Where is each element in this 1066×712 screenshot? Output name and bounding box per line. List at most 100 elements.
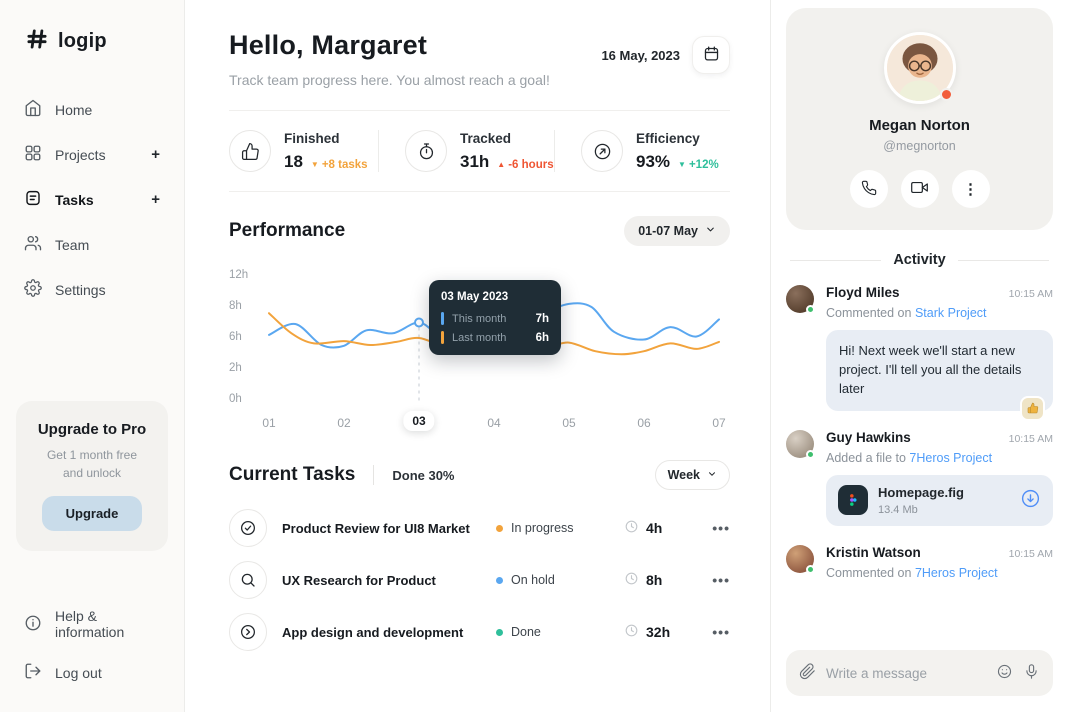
microphone-button[interactable] — [1023, 663, 1040, 683]
upgrade-title: Upgrade to Pro — [37, 421, 147, 439]
check-circle-icon — [229, 509, 267, 547]
logo-text: logip — [58, 30, 107, 52]
activity-feed: Floyd Miles 10:15 AM Commented on Stark … — [786, 285, 1053, 650]
y-axis: 12h 8h 6h 2h 0h — [229, 268, 259, 408]
avatar — [786, 429, 815, 459]
thumbs-up-reaction[interactable] — [1020, 395, 1045, 421]
task-row[interactable]: Product Review for UI8 Market In progres… — [229, 502, 730, 554]
stat-label: Tracked — [460, 130, 512, 146]
task-name: App design and development — [282, 624, 464, 640]
period-select[interactable]: Week — [654, 460, 730, 490]
task-name: Product Review for UI8 Market — [282, 520, 470, 536]
stat-delta: +8 tasks — [311, 159, 368, 171]
tasks-header: Current Tasks Done 30% Week — [229, 460, 730, 490]
project-link[interactable]: 7Heros Project — [909, 450, 993, 465]
tasks-icon — [24, 189, 42, 210]
avatar — [786, 544, 815, 574]
chevron-circle-icon — [229, 613, 267, 651]
video-call-button[interactable] — [900, 170, 939, 208]
video-icon — [911, 179, 928, 199]
sidebar-item-logout[interactable]: Log out — [0, 651, 184, 694]
project-link[interactable]: Stark Project — [914, 306, 987, 320]
stat-efficiency: Efficiency 93% +12% — [554, 130, 730, 172]
date-range-select[interactable]: 01-07 May — [624, 216, 730, 246]
activity-item: Floyd Miles 10:15 AM Commented on Stark … — [786, 285, 1053, 421]
avatar — [883, 32, 956, 104]
sidebar: logip Home Projects + Tasks + Team — [0, 0, 185, 712]
attach-button[interactable] — [799, 663, 816, 683]
emoji-button[interactable] — [996, 663, 1013, 683]
sidebar-item-team[interactable]: Team — [0, 222, 184, 267]
sidebar-item-settings[interactable]: Settings — [0, 267, 184, 312]
microphone-icon — [1023, 663, 1040, 683]
upgrade-button[interactable]: Upgrade — [41, 496, 143, 531]
message-input[interactable] — [826, 665, 986, 681]
sidebar-footer: Help & information Log out — [0, 597, 184, 694]
calendar-button[interactable] — [692, 36, 730, 74]
activity-action: Commented on Stark Project — [826, 306, 987, 320]
add-task-button[interactable]: + — [151, 191, 160, 208]
download-button[interactable] — [1020, 488, 1041, 512]
y-tick: 2h — [229, 362, 242, 374]
tooltip-label: This month — [452, 312, 507, 325]
sidebar-nav: Home Projects + Tasks + Team Settings — [0, 87, 184, 312]
activity-time: 10:15 AM — [1008, 288, 1053, 300]
activity-header: Activity — [790, 252, 1050, 268]
last-month-swatch — [441, 331, 444, 344]
x-tick: 02 — [337, 416, 351, 430]
call-button[interactable] — [849, 170, 888, 208]
performance-chart: 12h 8h 6h 2h 0h 01 02 03 04 05 06 07 03 May 2023 T… — [229, 268, 730, 436]
task-row[interactable]: App design and development Done 32h ••• — [229, 606, 730, 658]
figma-file-icon — [838, 485, 868, 516]
status-dot — [496, 576, 503, 584]
file-attachment[interactable]: Homepage.fig 13.4 Mb — [826, 474, 1053, 526]
task-menu-button[interactable]: ••• — [712, 624, 730, 640]
marker-dot — [414, 317, 424, 328]
task-row[interactable]: UX Research for Product On hold 8h ••• — [229, 554, 730, 606]
y-tick: 0h — [229, 393, 242, 405]
sidebar-item-projects[interactable]: Projects + — [0, 132, 184, 177]
status-dot — [496, 524, 503, 532]
task-menu-button[interactable]: ••• — [712, 572, 730, 588]
grid-icon — [24, 144, 42, 165]
sidebar-item-help[interactable]: Help & information — [0, 597, 184, 651]
activity-time: 10:15 AM — [1008, 432, 1053, 445]
stat-value: 31h — [460, 151, 490, 171]
header-divider — [229, 110, 730, 111]
x-tick: 07 — [712, 416, 726, 430]
divider — [790, 259, 882, 261]
project-link[interactable]: 7Heros Project — [914, 565, 998, 580]
y-tick: 8h — [229, 300, 242, 312]
stat-label: Efficiency — [636, 130, 700, 146]
sidebar-item-label: Home — [55, 101, 93, 118]
file-name: Homepage.fig — [878, 484, 964, 500]
sidebar-item-tasks[interactable]: Tasks + — [0, 177, 184, 222]
clock-icon — [624, 571, 639, 589]
sidebar-item-label: Team — [55, 236, 90, 253]
profile-handle: @megnorton — [883, 139, 956, 153]
add-project-button[interactable]: + — [151, 146, 160, 163]
tooltip-value: 7h — [535, 312, 549, 325]
x-tick: 01 — [262, 416, 276, 430]
download-icon — [1020, 488, 1041, 512]
main-content: Hello, Margaret Track team progress here… — [185, 0, 770, 712]
x-axis: 01 02 03 04 05 06 07 — [259, 408, 729, 436]
team-icon — [24, 234, 42, 255]
home-icon — [24, 99, 42, 120]
file-size: 13.4 Mb — [878, 503, 918, 516]
divider — [957, 259, 1050, 261]
y-tick: 12h — [229, 269, 249, 281]
stats-row: Finished 18 +8 tasks Tracked 31h -6 hour… — [229, 111, 730, 191]
performance-header: Performance 01-07 May — [229, 216, 730, 246]
task-hours: 4h — [624, 519, 704, 537]
sidebar-item-home[interactable]: Home — [0, 87, 184, 132]
logo: logip — [0, 22, 184, 87]
status-dot — [496, 628, 503, 636]
x-tick: 03 — [403, 411, 435, 431]
x-tick: 04 — [487, 416, 501, 430]
task-menu-button[interactable]: ••• — [712, 520, 730, 536]
trend-down-icon — [311, 161, 319, 169]
task-name: UX Research for Product — [282, 572, 436, 588]
more-options-button[interactable]: ⋮ — [951, 170, 990, 208]
profile-name: Megan Norton — [869, 117, 970, 134]
